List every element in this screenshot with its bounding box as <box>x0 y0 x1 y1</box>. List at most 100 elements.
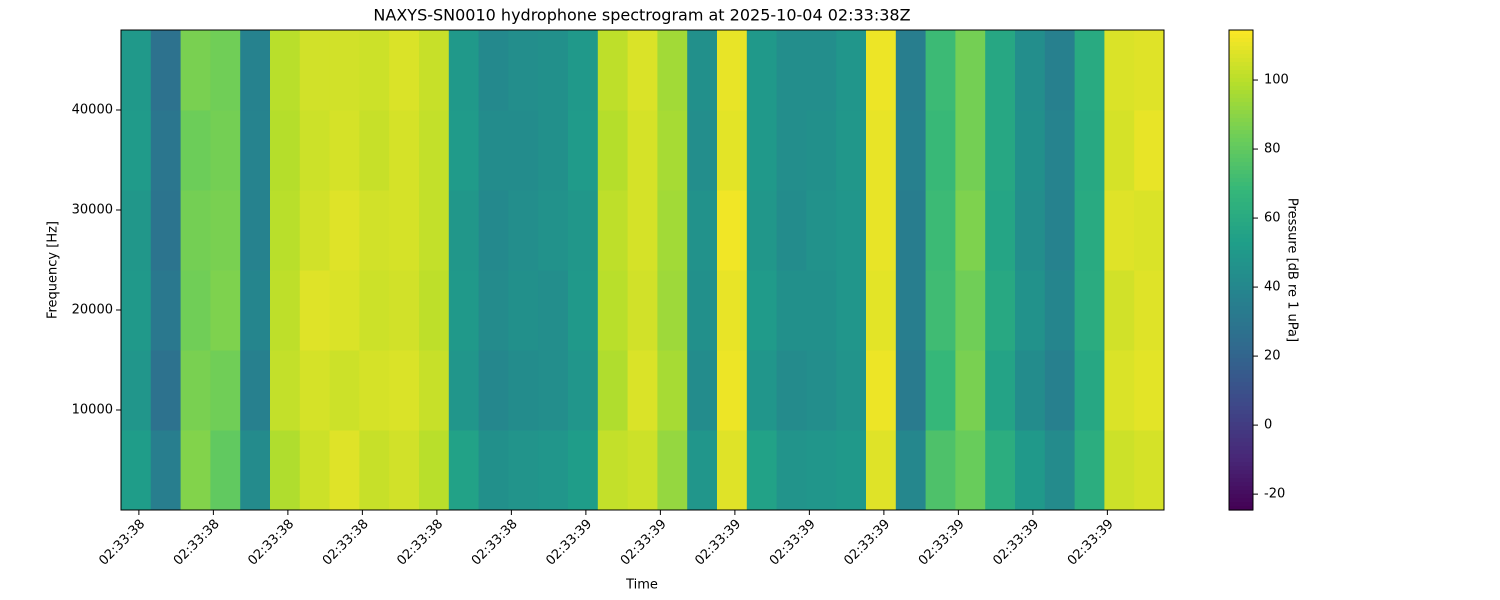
x-tick-label: 02:33:38 <box>171 517 223 569</box>
cell <box>627 110 658 191</box>
colorbar-step <box>1229 494 1253 499</box>
colorbar-step <box>1229 314 1253 319</box>
colorbar-step <box>1229 126 1253 131</box>
colorbar-step <box>1229 462 1253 467</box>
cell <box>359 430 390 511</box>
cell <box>270 270 301 351</box>
cell <box>1015 430 1046 511</box>
cell <box>597 30 629 111</box>
cell <box>180 430 211 511</box>
cell <box>419 270 450 351</box>
cell <box>389 430 420 511</box>
cell <box>866 350 897 431</box>
cell <box>627 30 658 111</box>
cell <box>448 110 480 191</box>
cell <box>895 110 927 191</box>
cell <box>180 30 211 111</box>
colorbar-step <box>1229 198 1253 203</box>
cell <box>329 270 360 351</box>
cell <box>568 270 599 351</box>
cell <box>746 350 778 431</box>
colorbar-step <box>1229 94 1253 99</box>
cell <box>359 350 390 431</box>
cell <box>895 430 927 511</box>
cell <box>687 30 718 111</box>
colorbar-step <box>1229 46 1253 51</box>
cell <box>955 430 986 511</box>
cell <box>717 110 748 191</box>
cell <box>508 110 539 191</box>
cell <box>1134 270 1165 351</box>
cell <box>240 30 271 111</box>
cell <box>687 270 718 351</box>
cell <box>478 270 509 351</box>
cell <box>568 30 599 111</box>
cell <box>210 190 241 271</box>
colorbar-step <box>1229 130 1253 135</box>
cell <box>657 270 688 351</box>
cell <box>806 110 837 191</box>
colorbar-step <box>1229 394 1253 399</box>
y-tick-label: 10000 <box>72 403 113 418</box>
cell <box>508 430 539 511</box>
cell <box>1015 270 1046 351</box>
colorbar-step <box>1229 278 1253 283</box>
cell <box>1015 190 1046 271</box>
cell <box>329 110 360 191</box>
x-tick-label: 02:33:38 <box>96 517 148 569</box>
colorbar-tick-label: 100 <box>1264 73 1289 88</box>
cell <box>1015 30 1046 111</box>
cell <box>746 190 778 271</box>
cell <box>508 190 539 271</box>
cell <box>746 30 778 111</box>
cell <box>538 30 569 111</box>
colorbar-step <box>1229 506 1253 511</box>
colorbar-step <box>1229 474 1253 479</box>
y-tick-label: 30000 <box>72 203 113 218</box>
cell <box>1104 190 1135 271</box>
colorbar-step <box>1229 330 1253 335</box>
cell <box>895 190 927 271</box>
cell <box>746 270 778 351</box>
colorbar-step <box>1229 190 1253 195</box>
colorbar-step <box>1229 290 1253 295</box>
cell <box>717 30 748 111</box>
cell <box>1074 350 1105 431</box>
cell <box>1044 190 1076 271</box>
cell <box>359 190 390 271</box>
cell <box>389 190 420 271</box>
colorbar-step <box>1229 438 1253 443</box>
colorbar-step <box>1229 402 1253 407</box>
cell <box>270 190 301 271</box>
heatmap <box>121 30 1165 511</box>
colorbar-tick-label: 80 <box>1264 142 1281 157</box>
cell <box>329 430 360 511</box>
cell <box>1074 30 1105 111</box>
cell <box>270 30 301 111</box>
colorbar-step <box>1229 354 1253 359</box>
colorbar-step <box>1229 446 1253 451</box>
cell <box>329 190 360 271</box>
colorbar-step <box>1229 250 1253 255</box>
cell <box>627 430 658 511</box>
colorbar-step <box>1229 114 1253 119</box>
colorbar-step <box>1229 386 1253 391</box>
y-tick-label: 40000 <box>72 103 113 118</box>
colorbar-step <box>1229 342 1253 347</box>
cell <box>419 350 450 431</box>
colorbar-frame <box>1228 29 1254 511</box>
colorbar-step <box>1229 50 1253 55</box>
colorbar-step <box>1229 398 1253 403</box>
cell <box>1134 110 1165 191</box>
cell <box>1104 110 1135 191</box>
x-tick-label: 02:33:39 <box>1065 517 1117 569</box>
colorbar-step <box>1229 186 1253 191</box>
cell <box>448 350 480 431</box>
colorbar-step <box>1229 418 1253 423</box>
colorbar-step <box>1229 346 1253 351</box>
colorbar-step <box>1229 86 1253 91</box>
cell <box>299 350 331 431</box>
colorbar-step <box>1229 318 1253 323</box>
cell <box>806 350 837 431</box>
